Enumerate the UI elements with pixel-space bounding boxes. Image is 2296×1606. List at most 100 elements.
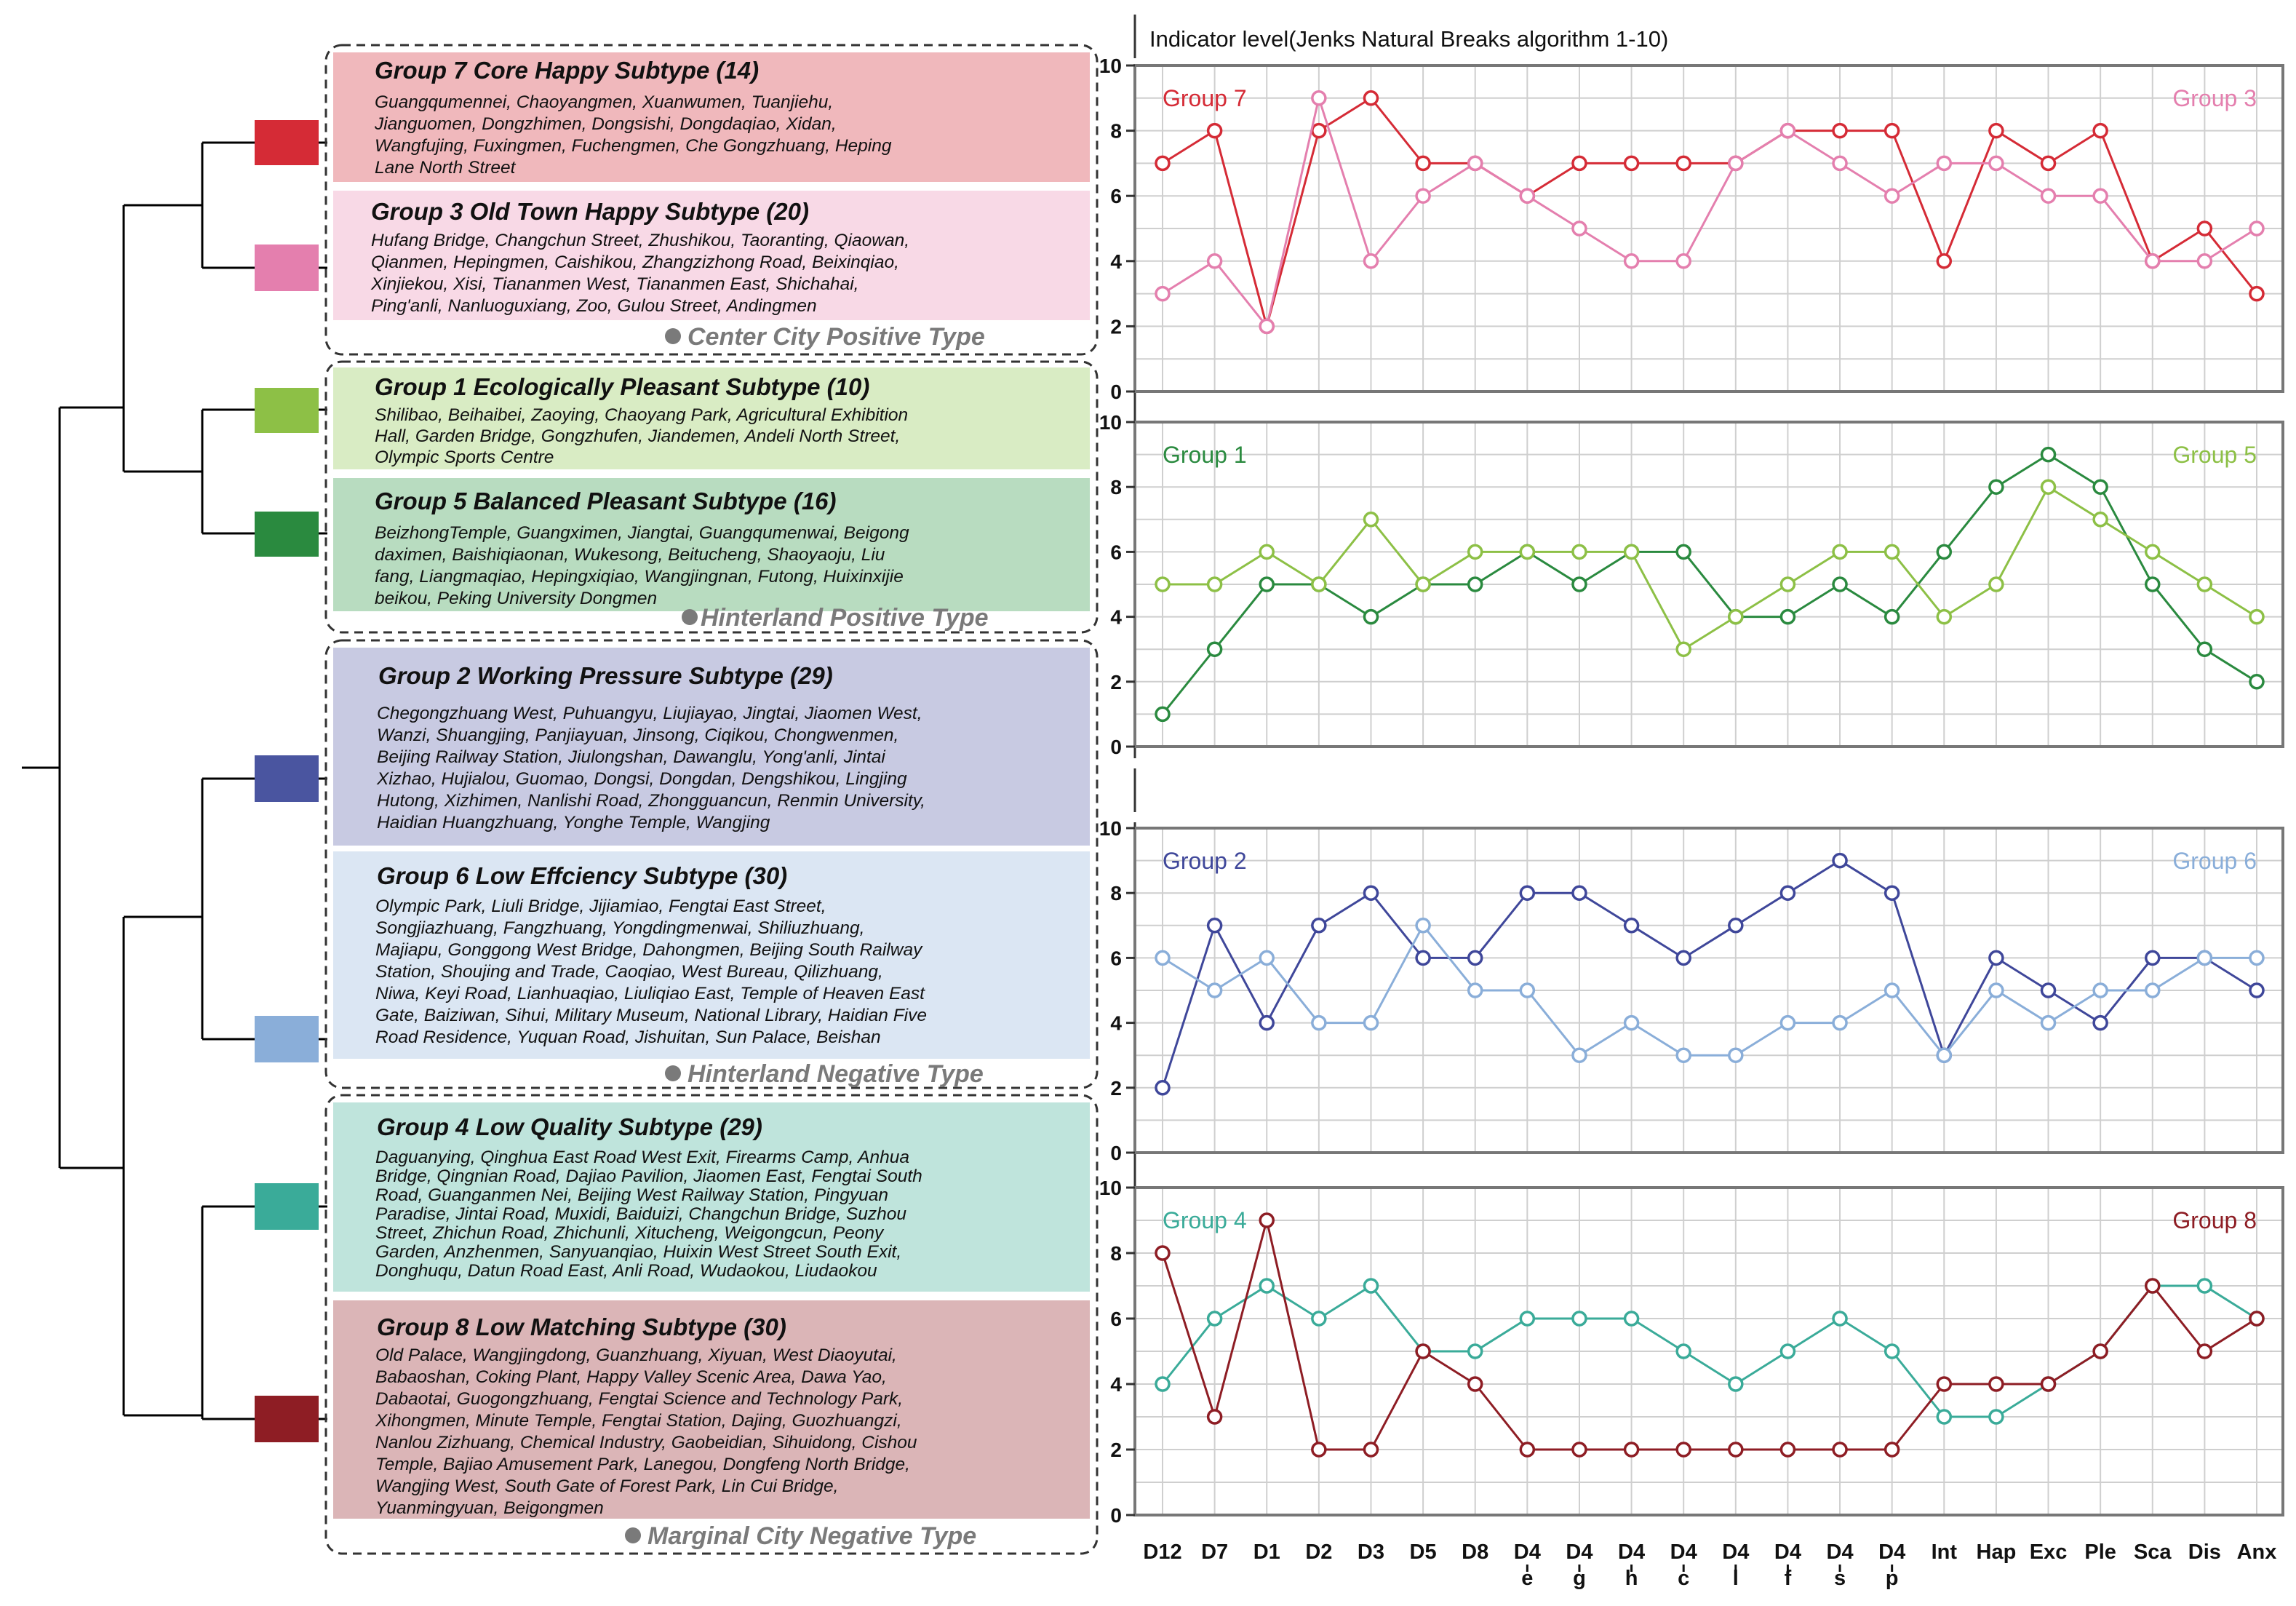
x-tick-label: h <box>1625 1567 1638 1590</box>
y-tick-label: 6 <box>1110 185 1122 207</box>
group-6-title: Group 6 Low Effciency Subtype (30) <box>377 862 787 889</box>
data-point <box>1832 852 1848 869</box>
member-line: Wangfujing, Fuxingmen, Fuchengmen, Che G… <box>375 136 892 156</box>
y-tick-label: 6 <box>1110 947 1122 969</box>
data-point <box>2040 1376 2057 1392</box>
member-line: Lane North Street <box>375 158 517 178</box>
member-line: Road Residence, Yuquan Road, Jishuitan, … <box>375 1027 881 1047</box>
y-tick-label: 10 <box>1099 1177 1122 1199</box>
data-point <box>1988 982 2004 998</box>
data-point <box>2040 188 2057 204</box>
data-point <box>1363 608 1379 625</box>
x-tick-label: Int <box>1932 1541 1958 1564</box>
group-1-box <box>333 367 1090 469</box>
group-3-box <box>333 191 1090 320</box>
x-tick-label: g <box>1573 1567 1586 1590</box>
data-point <box>1571 1442 1587 1458</box>
data-point <box>1311 90 1327 106</box>
axis-title: Indicator level(Jenks Natural Breaks alg… <box>1149 26 1668 52</box>
member-line: Wanzi, Shuangjing, Panjiayuan, Jinsong, … <box>377 726 898 745</box>
x-tick-label: f <box>1785 1567 1792 1590</box>
group-1-title: Group 1 Ecologically Pleasant Subtype (1… <box>375 373 869 400</box>
data-point <box>2092 1014 2108 1031</box>
member-line: Chegongzhuang West, Puhuangyu, Liujiayao… <box>377 704 922 723</box>
member-line: Hutong, Xizhimen, Nanlishi Road, Zhonggu… <box>377 791 925 811</box>
x-tick-label: Dis <box>2188 1541 2221 1564</box>
data-point <box>1832 122 1848 139</box>
data-point <box>2040 479 2057 495</box>
data-point <box>2249 674 2265 690</box>
data-point <box>1206 1409 1223 1425</box>
group-7-title: Group 7 Core Happy Subtype (14) <box>375 57 759 84</box>
data-point <box>2040 155 2057 172</box>
member-line: Jianguomen, Dongzhimen, Dongsishi, Dongd… <box>374 114 837 134</box>
data-point <box>1779 1014 1796 1031</box>
member-line: Olympic Park, Liuli Bridge, Jijiamiao, F… <box>375 897 826 916</box>
data-point <box>1571 544 1587 560</box>
x-tick-label: D8 <box>1462 1541 1488 1564</box>
group-1-members: Shilibao, Beihaibei, Zaoying, Chaoyang P… <box>375 405 908 467</box>
data-point <box>1779 576 1796 592</box>
data-point <box>1467 1343 1483 1359</box>
series-label: Group 6 <box>2172 848 2257 874</box>
data-point <box>1571 155 1587 172</box>
data-point <box>1623 253 1640 269</box>
series-label: Group 3 <box>2172 85 2257 111</box>
x-axis: D12 D7 D1 D2 D3 D5 D8 D4 e D4 g D4 h D4 c D4 l D4 f D4 s D4 p I… <box>1143 1541 2276 1590</box>
data-point <box>1363 1014 1379 1031</box>
data-point <box>1832 1311 1848 1327</box>
x-tick-label: D3 <box>1358 1541 1384 1564</box>
data-point <box>2145 576 2161 592</box>
series-label: Group 5 <box>2172 442 2257 468</box>
bullet-icon <box>625 1527 641 1543</box>
data-point <box>1988 950 2004 966</box>
x-tick-label: D4 <box>1774 1541 1801 1564</box>
data-point <box>1832 544 1848 560</box>
y-tick-label: 8 <box>1110 476 1122 498</box>
member-line: Xizhao, Hujialou, Guomao, Dongsi, Dongda… <box>376 769 907 789</box>
data-point <box>1728 1047 1744 1063</box>
data-point <box>1675 1442 1691 1458</box>
data-point <box>1571 1311 1587 1327</box>
data-point <box>1675 1047 1691 1063</box>
series-line-group-8 <box>1161 1220 2257 1451</box>
data-point <box>1884 982 1900 998</box>
panel-frame <box>1133 421 2284 748</box>
data-point <box>1832 1442 1848 1458</box>
data-point <box>2092 982 2108 998</box>
panel-frame <box>1133 64 2284 393</box>
data-point <box>1206 122 1223 139</box>
x-tick-label: D7 <box>1201 1541 1228 1564</box>
bullet-icon <box>665 328 681 344</box>
member-line: Qianmen, Hepingmen, Caishikou, Zhangzizh… <box>371 253 899 272</box>
category-frame-hinterland-negative <box>324 639 1099 1089</box>
data-point <box>1206 918 1223 934</box>
member-line: Road, Guanganmen Nei, Beijing West Railw… <box>375 1185 888 1205</box>
member-line: Paradise, Jintai Road, Muxidi, Baiduizi,… <box>375 1204 906 1224</box>
group-5-box <box>333 478 1090 611</box>
data-point <box>1884 1442 1900 1458</box>
group-5-members: BeizhongTemple, Guangximen, Jiangtai, Gu… <box>375 523 909 608</box>
series-label: Group 1 <box>1163 442 1247 468</box>
y-tick-label: 8 <box>1110 1242 1122 1265</box>
y-tick-label: 0 <box>1110 381 1122 403</box>
member-line: Donghuqu, Datun Road East, Anli Road, Wu… <box>375 1261 877 1281</box>
x-tick-label: D4 <box>1878 1541 1905 1564</box>
member-line: Bridge, Qingnian Road, Dajiao Pavilion, … <box>375 1166 922 1186</box>
data-point <box>2092 122 2108 139</box>
member-line: Old Palace, Wangjingdong, Guanzhuang, Xi… <box>375 1345 897 1365</box>
data-point <box>1311 1014 1327 1031</box>
member-line: Beijing Railway Station, Jiulongshan, Da… <box>377 747 885 767</box>
group-3-title: Group 3 Old Town Happy Subtype (20) <box>371 198 809 225</box>
data-point <box>1988 122 2004 139</box>
y-tick-label: 0 <box>1110 736 1122 758</box>
y-tick-label: 4 <box>1110 250 1122 273</box>
member-line: Shilibao, Beihaibei, Zaoying, Chaoyang P… <box>375 405 908 425</box>
category-label-hinterland-positive: Hinterland Positive Type <box>701 604 989 632</box>
data-point <box>2092 479 2108 495</box>
swatch-group-3 <box>255 245 319 291</box>
data-point <box>1415 950 1431 966</box>
data-point <box>1259 318 1275 335</box>
series-line-group-2 <box>1161 859 2257 1089</box>
y-tick-label: 10 <box>1099 411 1122 434</box>
